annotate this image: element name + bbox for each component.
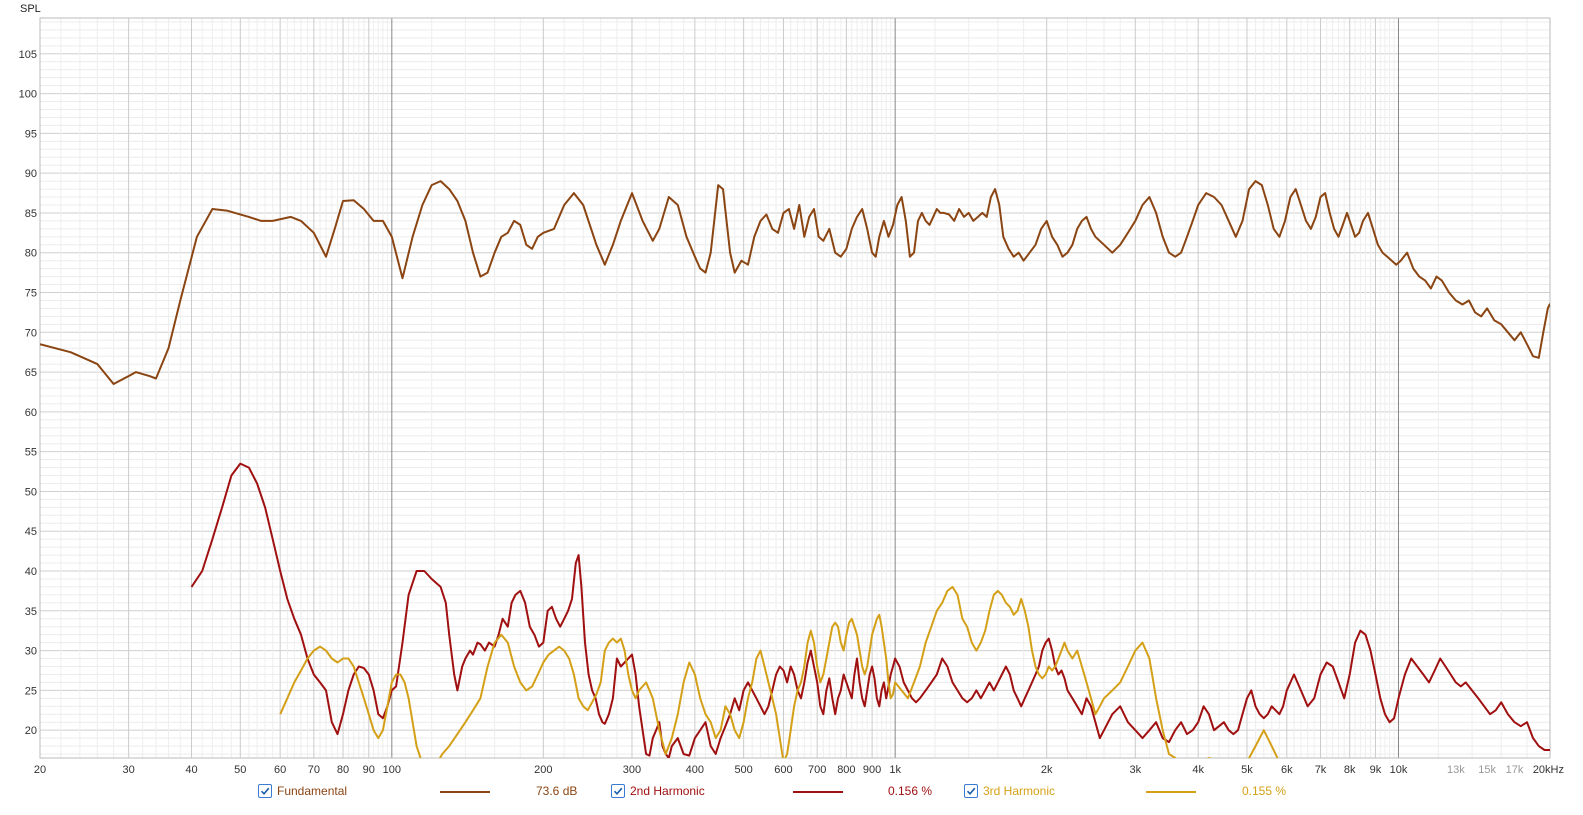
legend-value: 0.156 % bbox=[888, 784, 933, 798]
series-group bbox=[40, 180, 1550, 758]
y-tick-label: 95 bbox=[25, 128, 37, 140]
x-tick-label: 8k bbox=[1344, 764, 1356, 776]
x-tick-label: 9k bbox=[1370, 764, 1382, 776]
y-axis-title: SPL bbox=[20, 3, 41, 15]
legend-swatch bbox=[1146, 791, 1196, 793]
x-tick-label: 1k bbox=[889, 764, 901, 776]
y-tick-label: 85 bbox=[25, 208, 37, 220]
y-tick-label: 50 bbox=[25, 486, 37, 498]
checkmark-icon bbox=[966, 787, 976, 795]
checkmark-icon bbox=[260, 787, 270, 795]
x-tick-label: 70 bbox=[308, 764, 320, 776]
x-axis: 20 30 40 50 60 70 80 90 100 200 300 400 500 600 700 800… bbox=[34, 764, 1564, 776]
y-tick-label: 65 bbox=[25, 367, 37, 379]
plot-border bbox=[39, 17, 1551, 759]
2nd-harmonic-checkbox[interactable] bbox=[611, 784, 625, 798]
legend-label: Fundamental bbox=[277, 784, 348, 798]
legend-value: 0.155 % bbox=[1242, 784, 1287, 798]
x-tick-label: 15k bbox=[1478, 764, 1496, 776]
x-tick-label: 400 bbox=[686, 764, 704, 776]
x-tick-label: 600 bbox=[774, 764, 792, 776]
y-tick-label: 80 bbox=[25, 248, 37, 260]
x-tick-label: 3k bbox=[1129, 764, 1141, 776]
x-tick-label: 700 bbox=[808, 764, 826, 776]
x-tick-label: 100 bbox=[383, 764, 401, 776]
fundamental-checkbox[interactable] bbox=[258, 784, 272, 798]
x-tick-label: 60 bbox=[274, 764, 286, 776]
y-tick-label: 70 bbox=[25, 327, 37, 339]
x-tick-label: 10k bbox=[1390, 764, 1408, 776]
legend-item-2nd-harmonic[interactable]: 2nd Harmonic bbox=[611, 784, 705, 798]
legend-swatch bbox=[793, 791, 843, 793]
x-tick-label: 2k bbox=[1041, 764, 1053, 776]
x-tick-label: 80 bbox=[337, 764, 349, 776]
y-tick-label: 20 bbox=[25, 725, 37, 737]
legend-swatch bbox=[440, 791, 490, 793]
x-tick-label: 13k bbox=[1447, 764, 1465, 776]
x-tick-label: 200 bbox=[534, 764, 552, 776]
y-tick-label: 90 bbox=[25, 168, 37, 180]
legend-item-fundamental[interactable]: Fundamental bbox=[258, 784, 347, 798]
3rd-harmonic-checkbox[interactable] bbox=[964, 784, 978, 798]
y-tick-label: 45 bbox=[25, 526, 37, 538]
x-tick-label: 800 bbox=[837, 764, 855, 776]
series-line-3rd-harmonic bbox=[279, 585, 1279, 758]
x-tick-label: 500 bbox=[734, 764, 752, 776]
x-tick-label: 4k bbox=[1192, 764, 1204, 776]
x-tick-label: 17k bbox=[1506, 764, 1524, 776]
y-tick-label: 35 bbox=[25, 606, 37, 618]
x-tick-label: 30 bbox=[123, 764, 135, 776]
chart-area: SPL 60 65 70 75 80 85 90 95 100 105 20 25 30 35 40 45 50… bbox=[19, 3, 1564, 776]
legend-label: 2nd Harmonic bbox=[630, 784, 705, 798]
y-tick-label: 40 bbox=[25, 566, 37, 578]
x-tick-label: 50 bbox=[234, 764, 246, 776]
x-tick-label: 900 bbox=[863, 764, 881, 776]
x-tick-label: 40 bbox=[185, 764, 197, 776]
legend: Fundamental 73.6 dB 2nd Harmonic 0.156 %… bbox=[0, 780, 1583, 804]
x-tick-label: 90 bbox=[363, 764, 375, 776]
x-tick-label: 20kHz bbox=[1533, 764, 1564, 776]
y-tick-label: 25 bbox=[25, 685, 37, 697]
legend-label: 3rd Harmonic bbox=[983, 784, 1056, 798]
x-tick-label: 20 bbox=[34, 764, 46, 776]
y-tick-label: 100 bbox=[19, 89, 37, 101]
y-tick-label: 105 bbox=[19, 49, 37, 61]
y-tick-label: 55 bbox=[25, 447, 37, 459]
series-line-2nd-harmonic bbox=[190, 462, 1550, 758]
legend-item-3rd-harmonic[interactable]: 3rd Harmonic bbox=[964, 784, 1055, 798]
grid bbox=[39, 17, 1551, 759]
checkmark-icon bbox=[613, 787, 623, 795]
legend-value: 73.6 dB bbox=[536, 784, 578, 798]
y-tick-label: 75 bbox=[25, 288, 37, 300]
x-tick-label: 6k bbox=[1281, 764, 1293, 776]
y-axis: 60 65 70 75 80 85 90 95 100 105 20 25 30 35 40 45 50 55 bbox=[19, 49, 37, 737]
series-line-fundamental bbox=[40, 180, 1550, 385]
x-tick-label: 7k bbox=[1315, 764, 1327, 776]
y-tick-label: 30 bbox=[25, 646, 37, 658]
x-tick-label: 300 bbox=[623, 764, 641, 776]
y-tick-label: 60 bbox=[25, 407, 37, 419]
x-tick-label: 5k bbox=[1241, 764, 1253, 776]
